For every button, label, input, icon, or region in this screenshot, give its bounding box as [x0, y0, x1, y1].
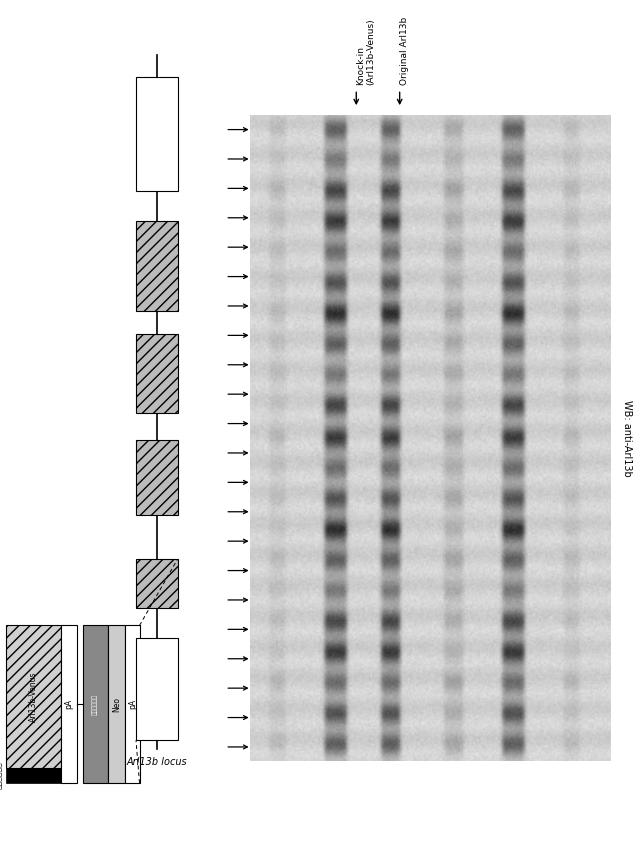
Bar: [6, 625, 61, 768]
Bar: [83, 625, 108, 783]
Bar: [136, 440, 177, 515]
Text: Arl13b locus: Arl13b locus: [127, 757, 187, 768]
Text: Neo: Neo: [112, 697, 121, 711]
Bar: [108, 625, 125, 783]
Bar: [136, 638, 177, 740]
Text: pA: pA: [128, 700, 137, 709]
Bar: [125, 625, 140, 783]
Text: Knock-in
(Arl13b-Venus): Knock-in (Arl13b-Venus): [356, 19, 376, 85]
Bar: [136, 221, 177, 311]
Bar: [136, 334, 177, 413]
Text: pA: pA: [64, 700, 74, 709]
Text: Arl13b-Venus: Arl13b-Venus: [29, 671, 38, 722]
Bar: [61, 625, 77, 783]
Text: コザック配列: コザック配列: [0, 762, 3, 789]
Text: プロモーター: プロモーター: [93, 694, 98, 715]
Text: Original Arl13b: Original Arl13b: [399, 17, 409, 85]
Bar: [6, 768, 61, 783]
Bar: [136, 77, 177, 191]
Bar: [136, 559, 177, 608]
Text: WB: anti-Arl13b: WB: anti-Arl13b: [622, 400, 632, 477]
